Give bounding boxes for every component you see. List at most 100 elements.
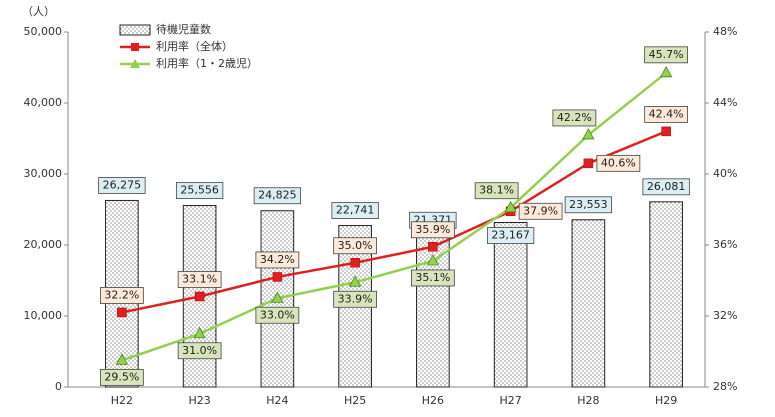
data-label-text: 22,741 — [336, 204, 375, 217]
data-label-text: 26,275 — [103, 178, 142, 191]
y-tick-label: 20,000 — [24, 238, 63, 251]
bar — [493, 222, 528, 388]
marker — [117, 307, 127, 318]
x-tick-label: H28 — [577, 394, 599, 407]
data-label-text: 32.2% — [104, 288, 139, 301]
x-tick-label: H24 — [266, 394, 288, 407]
data-label-box — [486, 227, 535, 244]
bar — [571, 219, 606, 388]
data-label-text: 33.9% — [338, 292, 373, 305]
marker — [193, 326, 206, 339]
data-label-box — [253, 187, 302, 205]
marker — [504, 200, 517, 213]
y-tick-label: 40,000 — [24, 96, 63, 109]
data-label: 26,081 — [642, 178, 690, 196]
data-label-text: 24,825 — [258, 189, 297, 202]
x-tick-label: H27 — [499, 394, 521, 407]
data-label-text: 37.9% — [523, 204, 558, 217]
y2-tick-label: 28% — [713, 380, 737, 393]
data-label: 40.6% — [596, 154, 641, 172]
data-label-text: 26,081 — [647, 180, 686, 193]
marker — [582, 128, 595, 140]
data-label-text: 35.9% — [415, 223, 450, 236]
data-label: 29.5% — [99, 368, 144, 386]
data-label: 25,556 — [175, 182, 224, 199]
marker — [350, 258, 360, 268]
data-label: 33.9% — [333, 290, 378, 308]
marker — [583, 158, 594, 169]
data-label-text: 35.1% — [415, 271, 450, 284]
x-tick-label: H29 — [655, 394, 677, 407]
line — [121, 71, 667, 362]
x-tick-label: H26 — [422, 394, 444, 407]
data-label-text: 45.7% — [649, 48, 684, 61]
data-label-box — [99, 368, 144, 386]
data-label: 34.2% — [255, 251, 300, 269]
y2-tick-label: 32% — [713, 309, 737, 322]
data-label: 42.2% — [552, 109, 597, 127]
y2-tick-label: 36% — [713, 238, 737, 251]
data-label: 33.0% — [255, 306, 300, 324]
marker — [659, 65, 673, 78]
data-label: 22,741 — [331, 202, 379, 219]
data-label-text: 38.1% — [479, 184, 514, 197]
data-label: 31.0% — [177, 342, 222, 360]
data-label-box — [98, 177, 146, 194]
data-label: 23,167 — [486, 227, 535, 244]
data-label-text: 42.2% — [557, 111, 592, 124]
x-tick-label: H22 — [111, 394, 133, 407]
x-tick-label: H25 — [344, 394, 366, 407]
data-label-box — [596, 154, 641, 172]
y-tick-label: 30,000 — [24, 167, 63, 180]
data-label-box — [518, 202, 563, 220]
y2-tick-label: 44% — [713, 96, 737, 109]
data-label-text: 29.5% — [104, 370, 139, 383]
y-tick-label: 10,000 — [24, 309, 63, 322]
marker — [661, 126, 671, 137]
data-label-text: 34.2% — [260, 253, 295, 266]
data-label-box — [642, 178, 690, 196]
data-label-box — [644, 46, 689, 64]
y2-tick-label: 48% — [713, 25, 737, 38]
data-label-box — [552, 109, 597, 127]
x-tick-label: H23 — [188, 394, 210, 407]
data-label: 35.0% — [333, 237, 378, 255]
legend-marker — [130, 59, 140, 68]
data-label-box — [644, 106, 689, 123]
legend-swatch — [119, 24, 151, 36]
data-label: 32.2% — [99, 287, 144, 304]
data-label-box — [99, 287, 144, 304]
data-label-text: 33.0% — [260, 308, 295, 321]
data-label: 26,275 — [98, 177, 146, 194]
data-label-box — [564, 196, 613, 214]
data-label-box — [175, 182, 224, 199]
data-label-text: 42.4% — [649, 107, 684, 120]
data-label-text: 33.1% — [182, 272, 217, 285]
data-label-box — [333, 290, 378, 308]
data-label-box — [410, 221, 455, 239]
marker — [115, 353, 129, 365]
data-label-box — [177, 271, 222, 288]
data-label: 35.9% — [410, 221, 455, 239]
legend-label: 待機児童数 — [156, 22, 211, 36]
data-label-text: 25,556 — [180, 184, 219, 197]
data-label: 35.1% — [410, 269, 455, 287]
data-label: 33.1% — [177, 271, 222, 288]
data-label: 38.1% — [474, 182, 519, 200]
legend-label: 利用率（全体） — [156, 39, 233, 53]
legend-label: 利用率（1・2歳児） — [156, 56, 258, 70]
data-label-text: 35.0% — [338, 239, 373, 252]
data-label-box — [474, 182, 519, 200]
y-tick-label: 50,000 — [24, 25, 63, 38]
legend-marker — [131, 43, 139, 51]
data-label-text: 40.6% — [601, 156, 636, 169]
data-label: 24,825 — [253, 187, 302, 205]
marker — [348, 275, 362, 287]
data-label-box — [410, 269, 455, 287]
marker — [194, 291, 205, 302]
marker — [428, 242, 438, 252]
data-label-text: 23,553 — [569, 198, 608, 211]
line — [121, 130, 667, 314]
marker — [271, 291, 284, 303]
